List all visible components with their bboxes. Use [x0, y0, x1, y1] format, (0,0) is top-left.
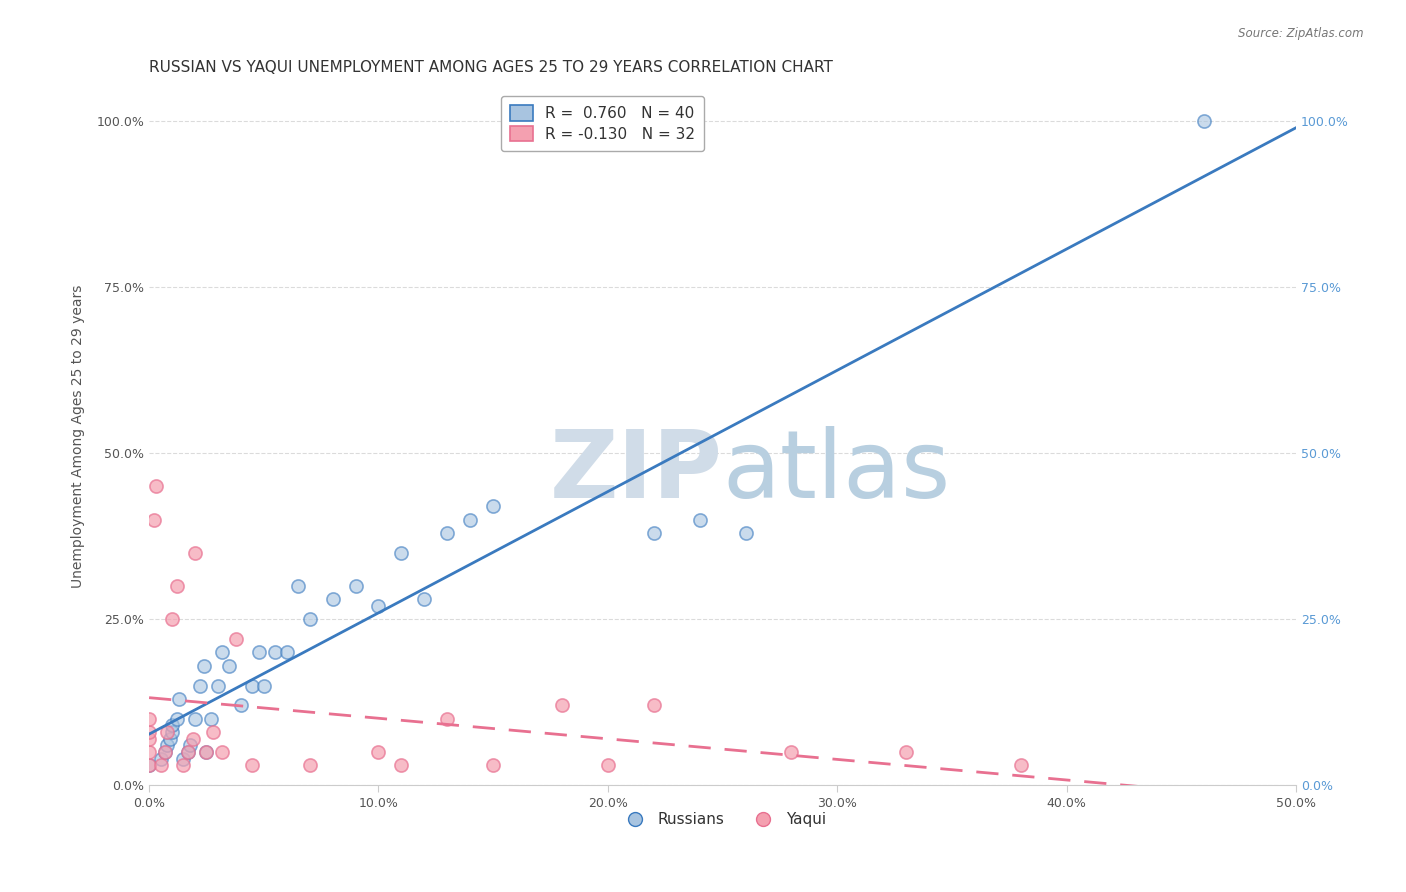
Point [202, 725, 225, 739]
Point [138, 725, 160, 739]
Point [173, 758, 195, 772]
Text: atlas: atlas [723, 425, 950, 517]
Point [160, 725, 183, 739]
Point [391, 758, 413, 772]
Y-axis label: Unemployment Among Ages 25 to 29 years: Unemployment Among Ages 25 to 29 years [72, 285, 86, 589]
Point [200, 712, 222, 726]
Text: Source: ZipAtlas.com: Source: ZipAtlas.com [1239, 27, 1364, 40]
Point [149, 758, 172, 772]
Point [167, 691, 190, 706]
Point [391, 546, 413, 560]
Point [211, 645, 233, 659]
Point [153, 745, 176, 759]
Point [138, 745, 160, 759]
Point [894, 745, 917, 759]
Point [482, 758, 505, 772]
Point [160, 718, 183, 732]
Point [322, 592, 344, 607]
Point [458, 513, 481, 527]
Point [153, 745, 176, 759]
Point [276, 645, 298, 659]
Point [780, 745, 803, 759]
Point [253, 679, 276, 693]
Point [367, 745, 389, 759]
Point [177, 745, 200, 759]
Point [264, 645, 287, 659]
Point [413, 592, 436, 607]
Point [367, 599, 389, 613]
Point [156, 739, 179, 753]
Point [138, 758, 160, 772]
Point [643, 698, 665, 713]
Point [142, 513, 165, 527]
Point [436, 525, 458, 540]
Point [145, 479, 167, 493]
Point [229, 698, 252, 713]
Point [173, 751, 195, 765]
Point [184, 712, 207, 726]
Point [184, 546, 207, 560]
Point [436, 712, 458, 726]
Point [240, 679, 263, 693]
Point [138, 712, 160, 726]
Point [1010, 758, 1032, 772]
Legend: Russians, Yaqui: Russians, Yaqui [613, 806, 832, 833]
Point [181, 731, 204, 746]
Point [240, 758, 263, 772]
Point [166, 579, 188, 593]
Text: RUSSIAN VS YAQUI UNEMPLOYMENT AMONG AGES 25 TO 29 YEARS CORRELATION CHART: RUSSIAN VS YAQUI UNEMPLOYMENT AMONG AGES… [149, 60, 832, 75]
Point [159, 731, 181, 746]
Point [344, 579, 367, 593]
Point [211, 745, 233, 759]
Point [218, 658, 240, 673]
Point [138, 731, 160, 746]
Point [156, 725, 179, 739]
Point [298, 612, 321, 626]
Point [734, 525, 756, 540]
Point [287, 579, 309, 593]
Point [225, 632, 247, 646]
Text: ZIP: ZIP [550, 425, 723, 517]
Point [166, 712, 188, 726]
Point [195, 745, 218, 759]
Point [482, 500, 505, 514]
Point [188, 679, 211, 693]
Point [1194, 114, 1216, 128]
Point [207, 679, 229, 693]
Point [138, 758, 160, 772]
Point [177, 745, 200, 759]
Point [247, 645, 270, 659]
Point [193, 658, 215, 673]
Point [643, 525, 665, 540]
Point [179, 739, 201, 753]
Point [298, 758, 321, 772]
Point [195, 745, 218, 759]
Point [160, 612, 183, 626]
Point [689, 513, 711, 527]
Point [149, 751, 172, 765]
Point [596, 758, 619, 772]
Point [551, 698, 574, 713]
